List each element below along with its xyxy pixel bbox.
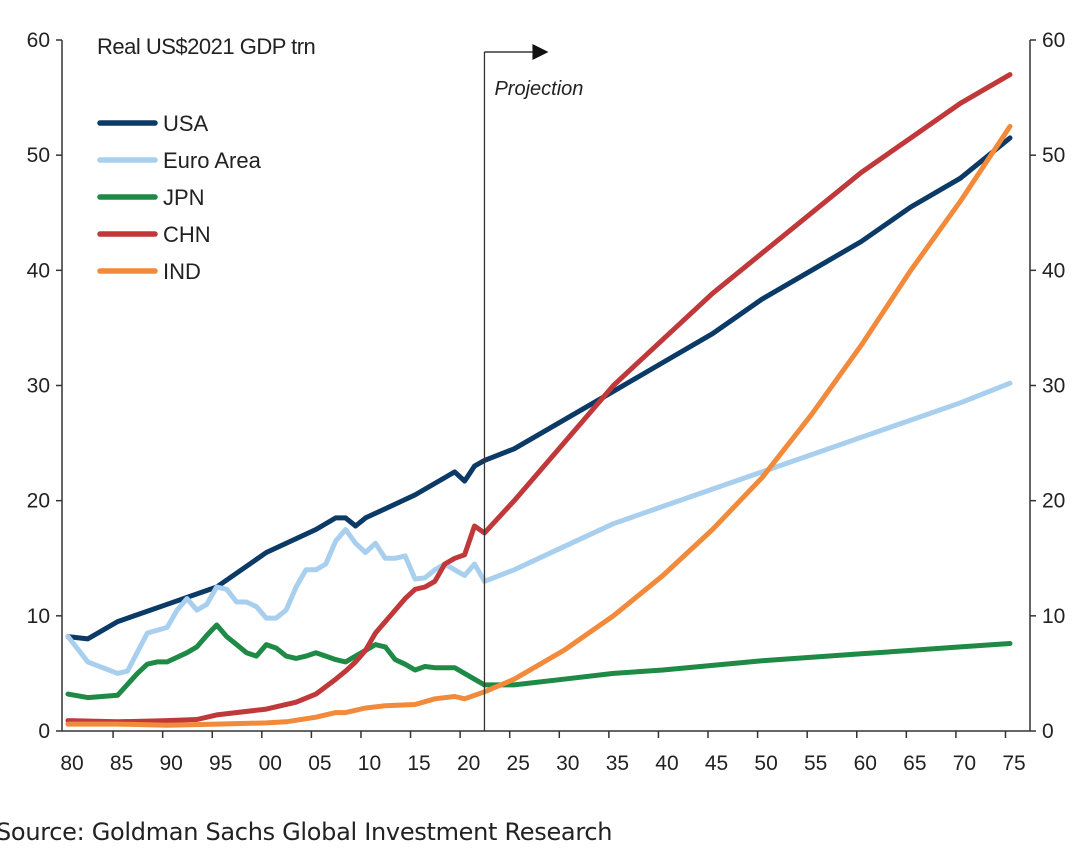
x-tick-label: 70	[953, 752, 976, 775]
legend-label: CHN	[163, 222, 211, 247]
x-tick-label: 30	[556, 752, 579, 775]
x-tick-label: 85	[110, 752, 133, 775]
x-tick-label: 95	[209, 752, 232, 775]
y-tick-label-left: 50	[27, 144, 50, 167]
projection-marker: Projection	[483, 44, 583, 731]
series-line-chn	[65, 72, 1013, 725]
x-tick-label: 05	[308, 752, 331, 775]
x-tick-label: 80	[60, 752, 83, 775]
y-tick-label-left: 60	[27, 29, 50, 52]
source-note: Source: Goldman Sachs Global Investment …	[0, 818, 613, 846]
y-tick-label-right: 10	[1042, 605, 1065, 628]
legend-label: IND	[163, 259, 201, 284]
y-tick-label-right: 20	[1042, 490, 1065, 513]
x-tick-label: 65	[903, 752, 926, 775]
legend: USA Euro Area JPN CHN IND	[97, 111, 262, 284]
legend-label: Euro Area	[163, 148, 262, 173]
x-tick-label: 35	[606, 752, 629, 775]
y-tick-label-left: 30	[27, 375, 50, 398]
y-tick-label-right: 40	[1042, 259, 1065, 282]
series-line-euro-area	[65, 380, 1013, 676]
y-tick-label-right: 30	[1042, 375, 1065, 398]
arrow-right-icon	[532, 44, 549, 60]
x-tick-label: 25	[507, 752, 530, 775]
x-tick-label: 50	[754, 752, 777, 775]
y-tick-label-left: 0	[38, 720, 50, 743]
legend-label: JPN	[163, 185, 205, 210]
legend-label: USA	[163, 111, 209, 136]
x-tick-label: 15	[407, 752, 430, 775]
series-lines	[65, 72, 1013, 728]
series-line-ind	[65, 123, 1013, 728]
x-tick-label: 60	[854, 752, 877, 775]
x-tick-label: 75	[1002, 752, 1025, 775]
x-tick-label: 45	[705, 752, 728, 775]
projection-label: Projection	[494, 78, 583, 100]
chart-title: Real US$2021 GDP trn	[97, 34, 315, 59]
y-tick-label-left: 40	[27, 259, 50, 282]
series-line-usa	[65, 135, 1013, 642]
x-tick-label: 20	[457, 752, 480, 775]
y-tick-label-left: 10	[27, 605, 50, 628]
y-tick-label-right: 0	[1042, 720, 1054, 743]
x-tick-label: 55	[804, 752, 827, 775]
x-tick-label: 00	[259, 752, 282, 775]
series-line-jpn	[65, 622, 1013, 701]
x-tick-label: 10	[358, 752, 381, 775]
x-tick-label: 90	[159, 752, 182, 775]
y-tick-label-left: 20	[27, 490, 50, 513]
x-tick-label: 40	[655, 752, 678, 775]
y-tick-label-right: 60	[1042, 29, 1065, 52]
y-tick-label-right: 50	[1042, 144, 1065, 167]
